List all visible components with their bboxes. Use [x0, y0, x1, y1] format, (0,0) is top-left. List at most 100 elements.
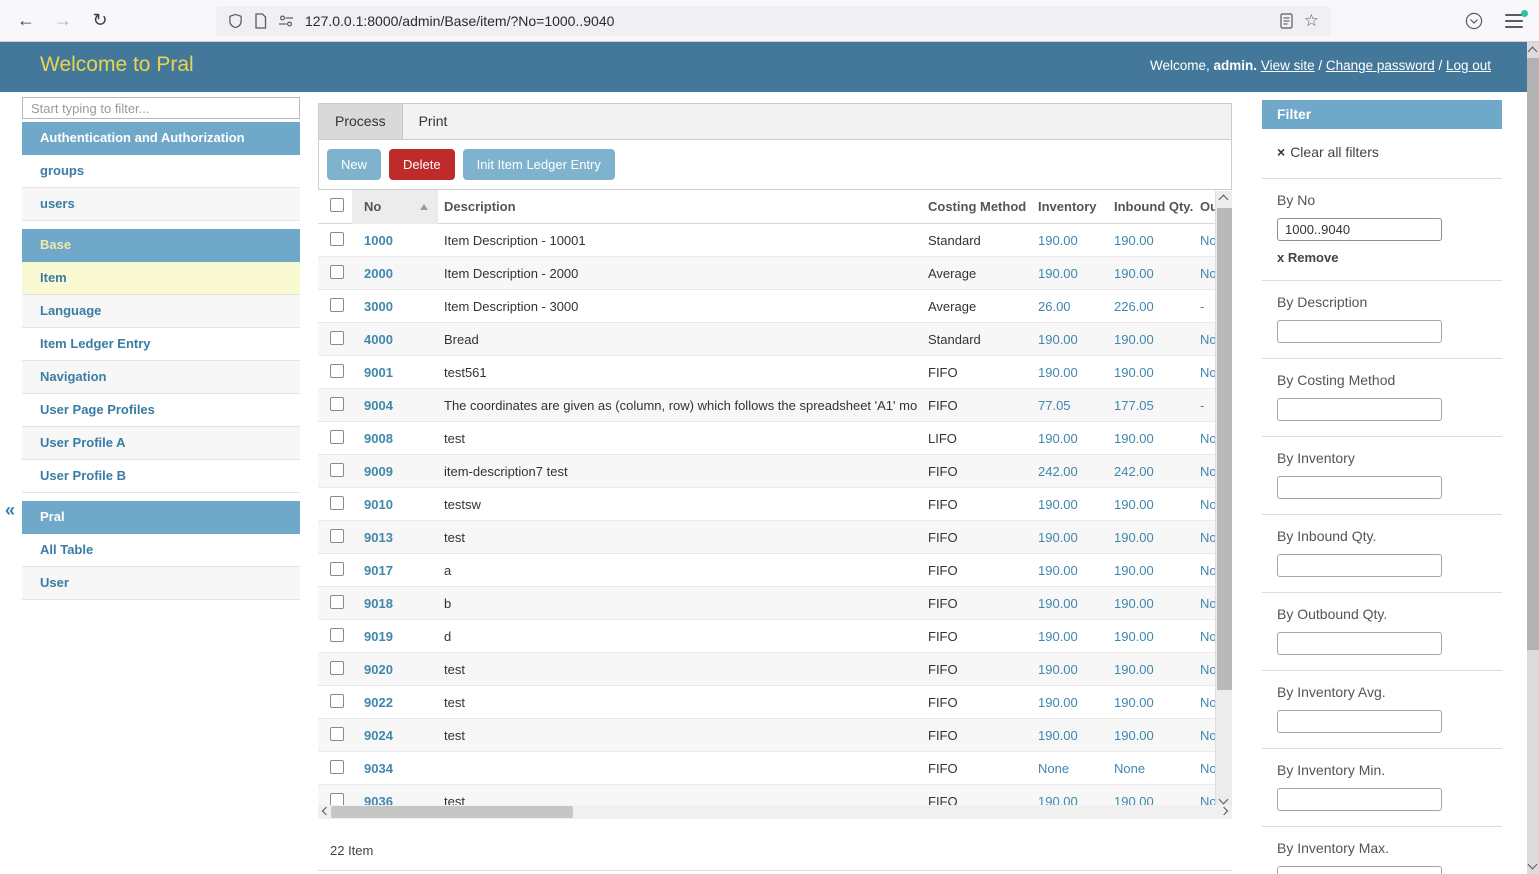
- sidebar-entry[interactable]: Language: [22, 295, 300, 328]
- item-inventory-link[interactable]: 190.00: [1038, 728, 1078, 743]
- action-button[interactable]: New: [327, 149, 381, 180]
- item-no-link[interactable]: 9004: [364, 398, 393, 413]
- filter-input[interactable]: [1277, 866, 1442, 874]
- item-inbound-qty-link[interactable]: 190.00: [1114, 695, 1154, 710]
- vertical-scroll-thumb[interactable]: [1217, 208, 1232, 690]
- item-no-link[interactable]: 9024: [364, 728, 393, 743]
- collapse-sidebar-icon[interactable]: «: [5, 500, 15, 521]
- clear-all-filters-link[interactable]: ×Clear all filters: [1262, 129, 1502, 179]
- filter-input[interactable]: [1277, 320, 1442, 343]
- item-no-link[interactable]: 9020: [364, 662, 393, 677]
- item-inventory-link[interactable]: 242.00: [1038, 464, 1078, 479]
- item-no-link[interactable]: 9034: [364, 761, 393, 776]
- row-checkbox[interactable]: [330, 430, 344, 444]
- item-inbound-qty-link[interactable]: 190.00: [1114, 596, 1154, 611]
- item-no-link[interactable]: 4000: [364, 332, 393, 347]
- item-inbound-qty-link[interactable]: 242.00: [1114, 464, 1154, 479]
- sidebar-entry[interactable]: User: [22, 567, 300, 600]
- column-header-inventory[interactable]: Inventory: [1038, 199, 1114, 214]
- page-scroll-thumb[interactable]: [1527, 58, 1539, 650]
- reload-button[interactable]: ↻: [90, 10, 110, 31]
- item-inbound-qty-link[interactable]: 190.00: [1114, 431, 1154, 446]
- menu-button[interactable]: [1505, 14, 1523, 28]
- column-header-description[interactable]: Description: [438, 199, 928, 214]
- item-no-link[interactable]: 9018: [364, 596, 393, 611]
- item-inventory-link[interactable]: 190.00: [1038, 365, 1078, 380]
- item-no-link[interactable]: 9009: [364, 464, 393, 479]
- item-inventory-link[interactable]: 190.00: [1038, 794, 1078, 806]
- page-scroll-down-icon[interactable]: [1528, 860, 1538, 870]
- user-tools-link[interactable]: Change password: [1326, 58, 1435, 73]
- item-inventory-link[interactable]: 190.00: [1038, 563, 1078, 578]
- item-inbound-qty-link[interactable]: 190.00: [1114, 794, 1154, 806]
- item-no-link[interactable]: 9019: [364, 629, 393, 644]
- item-no-link[interactable]: 9008: [364, 431, 393, 446]
- item-inbound-qty-link[interactable]: 190.00: [1114, 728, 1154, 743]
- sidebar-entry[interactable]: Item Ledger Entry: [22, 328, 300, 361]
- item-no-link[interactable]: 9017: [364, 563, 393, 578]
- sidebar-entry[interactable]: Navigation: [22, 361, 300, 394]
- horizontal-scroll-thumb[interactable]: [331, 806, 573, 818]
- item-inbound-qty-link[interactable]: 226.00: [1114, 299, 1154, 314]
- item-no-link[interactable]: 9022: [364, 695, 393, 710]
- filter-input[interactable]: [1277, 398, 1442, 421]
- scroll-right-icon[interactable]: [1220, 807, 1228, 815]
- row-checkbox[interactable]: [330, 793, 344, 806]
- row-checkbox[interactable]: [330, 529, 344, 543]
- item-outbound-qty-link[interactable]: -: [1200, 299, 1204, 314]
- sidebar-entry[interactable]: User Profile B: [22, 460, 300, 493]
- row-checkbox[interactable]: [330, 595, 344, 609]
- permissions-icon[interactable]: [278, 14, 294, 28]
- url-bar[interactable]: ☆: [216, 6, 1331, 36]
- table-vertical-scrollbar[interactable]: [1215, 191, 1232, 808]
- row-checkbox[interactable]: [330, 496, 344, 510]
- item-no-link[interactable]: 9001: [364, 365, 393, 380]
- item-no-link[interactable]: 3000: [364, 299, 393, 314]
- column-header-inbound-qty[interactable]: Inbound Qty.: [1114, 199, 1200, 214]
- page-scrollbar[interactable]: [1527, 42, 1539, 874]
- row-checkbox[interactable]: [330, 727, 344, 741]
- bookmark-star-icon[interactable]: ☆: [1304, 11, 1319, 31]
- sidebar-entry[interactable]: User Profile A: [22, 427, 300, 460]
- row-checkbox[interactable]: [330, 265, 344, 279]
- sidebar-entry[interactable]: groups: [22, 155, 300, 188]
- scroll-left-icon[interactable]: [322, 807, 330, 815]
- page-scroll-up-icon[interactable]: [1528, 47, 1538, 57]
- row-checkbox[interactable]: [330, 364, 344, 378]
- select-all-checkbox[interactable]: [330, 198, 344, 212]
- url-input[interactable]: [305, 13, 1269, 29]
- item-inbound-qty-link[interactable]: 177.05: [1114, 398, 1154, 413]
- item-inbound-qty-link[interactable]: None: [1114, 761, 1145, 776]
- sidebar-entry[interactable]: User Page Profiles: [22, 394, 300, 427]
- item-inbound-qty-link[interactable]: 190.00: [1114, 563, 1154, 578]
- item-inventory-link[interactable]: 190.00: [1038, 233, 1078, 248]
- remove-filter-link[interactable]: x Remove: [1277, 250, 1487, 265]
- item-inventory-link[interactable]: 190.00: [1038, 431, 1078, 446]
- filter-input[interactable]: [1277, 632, 1442, 655]
- filter-input[interactable]: [1277, 710, 1442, 733]
- item-no-link[interactable]: 9036: [364, 794, 393, 806]
- sidebar-entry[interactable]: Authentication and Authorization: [22, 122, 300, 155]
- row-checkbox[interactable]: [330, 232, 344, 246]
- user-tools-link[interactable]: Log out: [1446, 58, 1491, 73]
- row-checkbox[interactable]: [330, 562, 344, 576]
- item-inventory-link[interactable]: 26.00: [1038, 299, 1071, 314]
- sidebar-filter-input[interactable]: [22, 97, 300, 119]
- item-outbound-qty-link[interactable]: -: [1200, 398, 1204, 413]
- item-inbound-qty-link[interactable]: 190.00: [1114, 497, 1154, 512]
- user-tools-link[interactable]: View site: [1261, 58, 1315, 73]
- sidebar-entry[interactable]: All Table: [22, 534, 300, 567]
- table-horizontal-scrollbar[interactable]: [318, 805, 1232, 819]
- item-inventory-link[interactable]: 190.00: [1038, 662, 1078, 677]
- item-inventory-link[interactable]: 190.00: [1038, 530, 1078, 545]
- row-checkbox[interactable]: [330, 661, 344, 675]
- forward-button[interactable]: →: [53, 10, 73, 31]
- item-inventory-link[interactable]: None: [1038, 761, 1069, 776]
- scroll-up-icon[interactable]: [1219, 195, 1229, 205]
- item-inbound-qty-link[interactable]: 190.00: [1114, 530, 1154, 545]
- item-no-link[interactable]: 9013: [364, 530, 393, 545]
- reader-view-icon[interactable]: [1280, 13, 1293, 29]
- item-inventory-link[interactable]: 190.00: [1038, 629, 1078, 644]
- item-inbound-qty-link[interactable]: 190.00: [1114, 332, 1154, 347]
- column-header-no[interactable]: No: [352, 190, 438, 224]
